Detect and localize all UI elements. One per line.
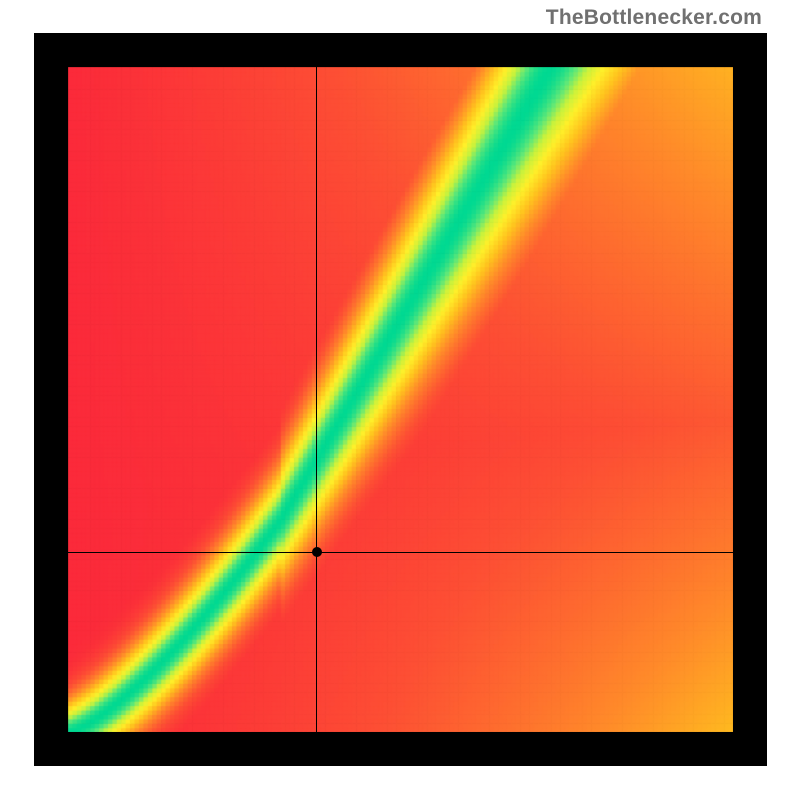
attribution-text: TheBottlenecker.com [546,6,762,30]
plot-area [34,33,767,766]
heatmap-canvas [34,33,767,766]
chart-container: TheBottlenecker.com [0,0,800,800]
